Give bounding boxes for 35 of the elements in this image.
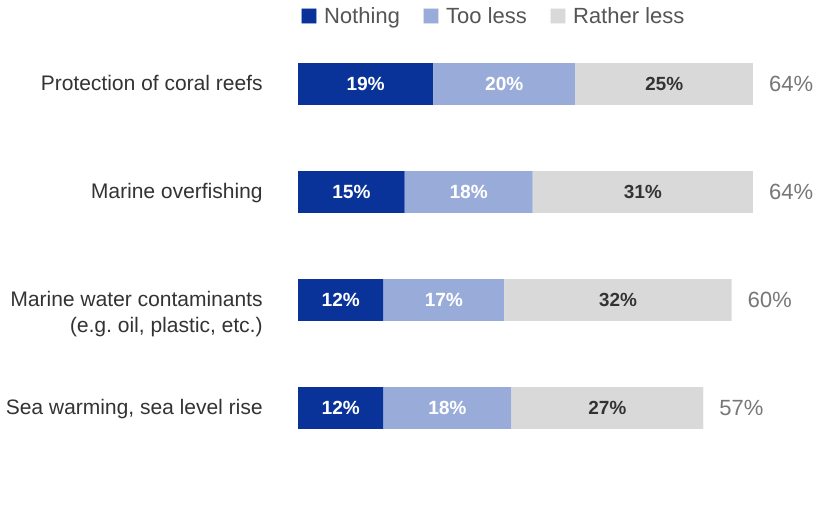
data-label: 17%	[424, 290, 463, 312]
bar	[511, 387, 704, 430]
total-label: 64%	[769, 70, 814, 96]
total-label: 60%	[748, 287, 792, 312]
data-label: 27%	[588, 398, 626, 420]
bar	[298, 62, 434, 105]
y-tick-label: Marine overfishing	[90, 180, 262, 203]
legend-label: Nothing	[324, 3, 400, 28]
data-label: 15%	[332, 182, 370, 203]
data-label: 12%	[322, 398, 360, 420]
data-label: 32%	[598, 290, 638, 312]
bar	[298, 170, 405, 213]
bar	[298, 279, 384, 322]
data-label: 20%	[485, 74, 524, 95]
data-label: 19%	[346, 74, 385, 95]
bar	[298, 387, 384, 430]
bar	[383, 387, 512, 430]
bar	[433, 62, 576, 105]
data-label: 31%	[624, 182, 662, 203]
legend-label: Too less	[446, 3, 527, 28]
legend-label: Rather less	[573, 3, 684, 28]
total-label: 57%	[719, 395, 764, 420]
data-label: 18%	[450, 182, 488, 203]
data-label: 18%	[428, 398, 466, 420]
bar	[532, 170, 753, 213]
y-tick-label: Protection of coral reefs	[40, 72, 262, 95]
bar	[504, 279, 732, 322]
data-label: 25%	[645, 74, 684, 95]
y-tick-label: Sea warming, sea level rise	[6, 396, 262, 420]
data-label: 12%	[322, 290, 360, 312]
bar	[383, 279, 504, 322]
total-label: 64%	[769, 178, 814, 204]
y-tick-label: Marine water contaminants (e.g. oil, plastic, etc.)	[10, 288, 262, 338]
bar	[404, 170, 533, 213]
bar	[575, 62, 753, 105]
